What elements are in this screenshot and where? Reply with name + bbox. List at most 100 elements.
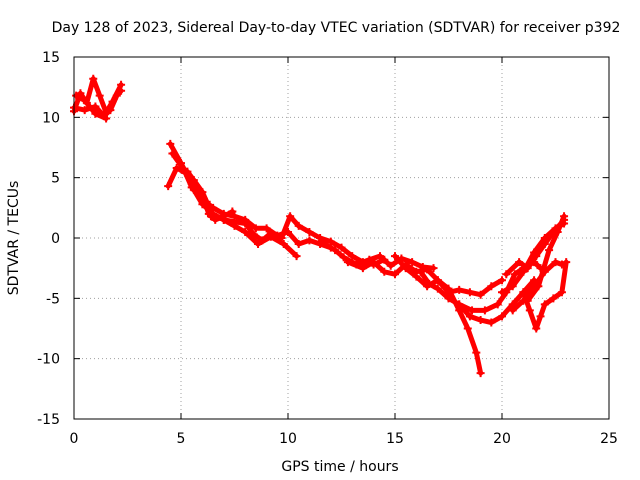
data-point [498, 276, 506, 285]
y-tick-label: 10 [42, 110, 60, 126]
data-point [532, 324, 541, 333]
data-point [206, 212, 215, 221]
data-point [198, 188, 207, 197]
x-tick-label: 5 [177, 431, 186, 447]
data-point [498, 288, 506, 297]
data-point [380, 267, 389, 276]
data-point [254, 240, 263, 249]
data-point [465, 312, 474, 321]
data-point [515, 258, 524, 267]
data-point [339, 253, 348, 262]
data-point [189, 185, 198, 194]
data-point [358, 264, 367, 273]
tick-marks [73, 56, 610, 420]
data-point [487, 318, 496, 327]
chart-title: Day 128 of 2023, Sidereal Day-to-day VTE… [52, 20, 621, 36]
x-tick-label: 15 [386, 431, 404, 447]
data-point [391, 270, 399, 279]
y-tick-label: -10 [37, 352, 60, 368]
data-point [266, 232, 275, 241]
y-tick-label: 0 [51, 231, 60, 247]
data-point [455, 300, 464, 309]
data-point [425, 279, 434, 288]
data-point [508, 306, 517, 315]
data-point [172, 164, 181, 173]
series-line-arc-3 [73, 93, 109, 121]
y-tick-label: 5 [51, 171, 60, 187]
data-point [557, 288, 566, 297]
data-point [551, 258, 560, 267]
data-point [337, 243, 346, 252]
data-point [326, 237, 335, 246]
data-point [444, 294, 453, 303]
data-point [294, 221, 303, 230]
data-point [519, 267, 528, 276]
data-point [305, 236, 314, 245]
data-point [423, 265, 432, 274]
data-point [562, 258, 571, 267]
data-point [519, 288, 528, 297]
y-tick-label: 15 [42, 50, 60, 66]
grid-lines [74, 57, 609, 419]
data-point [102, 114, 111, 123]
data-point [487, 282, 496, 291]
data-point [251, 224, 260, 233]
data-point [294, 240, 303, 249]
x-axis-label: GPS time / hours [281, 459, 398, 475]
series-line-arc-11 [392, 253, 484, 376]
data-point [89, 74, 98, 83]
data-point [412, 272, 421, 281]
x-tick-label: 0 [70, 431, 79, 447]
data-point [429, 264, 438, 273]
x-tick-label: 20 [493, 431, 511, 447]
data-point [189, 176, 198, 185]
data-point [508, 282, 517, 291]
data-point [391, 252, 399, 261]
data-point [369, 258, 378, 267]
data-point [72, 91, 81, 100]
data-point [292, 252, 301, 261]
data-point [502, 270, 511, 279]
data-point [80, 106, 89, 115]
data-point [80, 96, 89, 105]
data-point [433, 276, 442, 285]
data-point [91, 109, 100, 118]
y-tick-label: -15 [37, 412, 60, 428]
data-point [433, 284, 442, 293]
data-point [545, 246, 554, 255]
x-tick-label: 25 [600, 431, 618, 447]
data-point [463, 324, 472, 333]
data-point [106, 106, 115, 115]
data-point [530, 248, 539, 257]
y-tick-label: -5 [46, 291, 60, 307]
data-point [455, 285, 464, 294]
series-line-arc-6 [169, 151, 387, 267]
data-point [408, 258, 417, 267]
data-point [480, 306, 489, 315]
data-point [343, 258, 352, 267]
data-point [536, 312, 545, 321]
data-point [386, 261, 395, 270]
data-point [525, 306, 534, 315]
data-point [376, 252, 385, 261]
data-point [230, 212, 239, 221]
x-tick-labels: 0 5 10 15 20 25 [70, 431, 618, 447]
data-point [510, 270, 519, 279]
x-tick-label: 10 [279, 431, 297, 447]
y-tick-labels: -15 -10 -5 0 5 10 15 [37, 50, 60, 428]
data-point [540, 300, 549, 309]
data-point [472, 348, 481, 357]
data-point [493, 300, 502, 309]
data-point [95, 91, 104, 100]
data-point [476, 316, 485, 325]
data-point [551, 224, 560, 233]
data-point [549, 294, 558, 303]
data-point [560, 219, 569, 228]
data-point [279, 240, 288, 249]
data-point [476, 369, 485, 378]
data-point [112, 91, 121, 100]
data-point [117, 86, 126, 95]
data-point [164, 182, 173, 191]
data-point [241, 219, 250, 228]
